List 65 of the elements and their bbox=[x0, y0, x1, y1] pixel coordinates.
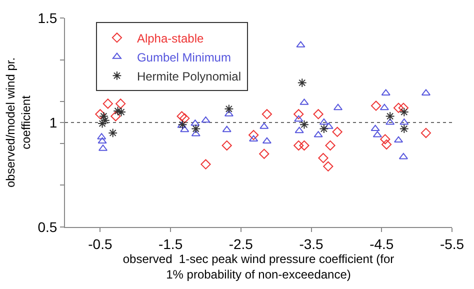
point bbox=[191, 124, 201, 134]
point bbox=[370, 100, 382, 111]
x-tick-label: -5.5 bbox=[440, 236, 464, 252]
point bbox=[222, 140, 232, 151]
point bbox=[116, 107, 126, 117]
point bbox=[98, 118, 107, 128]
point bbox=[297, 78, 307, 88]
point bbox=[176, 111, 187, 122]
point bbox=[385, 112, 395, 121]
point bbox=[370, 124, 380, 132]
point bbox=[399, 107, 409, 117]
point bbox=[399, 124, 409, 134]
point bbox=[262, 109, 272, 120]
point bbox=[180, 113, 190, 124]
point bbox=[398, 102, 408, 113]
point bbox=[222, 126, 232, 132]
legend-label: Hermite Polynomial bbox=[136, 69, 242, 84]
point bbox=[201, 116, 210, 123]
x-axis-title: observed 1-sec peak wind pressure coefficient (for 1% probability of non-exceedance) bbox=[122, 252, 394, 282]
x-tick-label: -0.5 bbox=[88, 236, 112, 252]
point bbox=[262, 137, 272, 144]
point bbox=[180, 126, 190, 132]
point bbox=[248, 130, 259, 140]
point bbox=[300, 120, 309, 130]
x-tick-label: -1.5 bbox=[158, 236, 183, 252]
point bbox=[380, 104, 389, 110]
point bbox=[382, 139, 392, 150]
x-tick-label: -4.5 bbox=[370, 236, 394, 252]
point bbox=[113, 106, 122, 116]
y-tick-label: 1 bbox=[49, 114, 58, 130]
point bbox=[102, 98, 113, 109]
point bbox=[380, 134, 390, 144]
point bbox=[108, 128, 118, 138]
point bbox=[116, 98, 126, 109]
point bbox=[110, 111, 121, 122]
point bbox=[393, 102, 404, 113]
point bbox=[200, 159, 211, 170]
point bbox=[333, 104, 343, 110]
point bbox=[95, 109, 106, 120]
point bbox=[318, 152, 328, 164]
x-tick-label: -2.5 bbox=[228, 236, 254, 252]
x-tick-label: -3.5 bbox=[299, 236, 324, 252]
y-tick-label: 0.5 bbox=[38, 218, 58, 235]
point bbox=[313, 109, 324, 120]
point bbox=[294, 140, 304, 151]
point bbox=[100, 116, 110, 126]
point bbox=[224, 104, 234, 114]
point bbox=[420, 128, 432, 138]
point bbox=[323, 161, 334, 172]
legend-label: Gumbel Minimum bbox=[136, 50, 231, 64]
point bbox=[299, 140, 310, 151]
point bbox=[294, 115, 304, 122]
legend-label: Alpha-stable bbox=[136, 31, 204, 46]
point bbox=[332, 126, 342, 137]
point bbox=[99, 112, 108, 121]
point bbox=[294, 109, 304, 120]
point bbox=[98, 137, 107, 144]
y-axis-title: observed/model wind pr. coefficient bbox=[3, 57, 34, 188]
point bbox=[259, 148, 270, 159]
point bbox=[294, 126, 304, 134]
point bbox=[398, 152, 408, 160]
point bbox=[394, 136, 404, 143]
point bbox=[325, 140, 336, 151]
y-tick-label: 1.5 bbox=[38, 10, 58, 26]
point bbox=[319, 124, 329, 134]
